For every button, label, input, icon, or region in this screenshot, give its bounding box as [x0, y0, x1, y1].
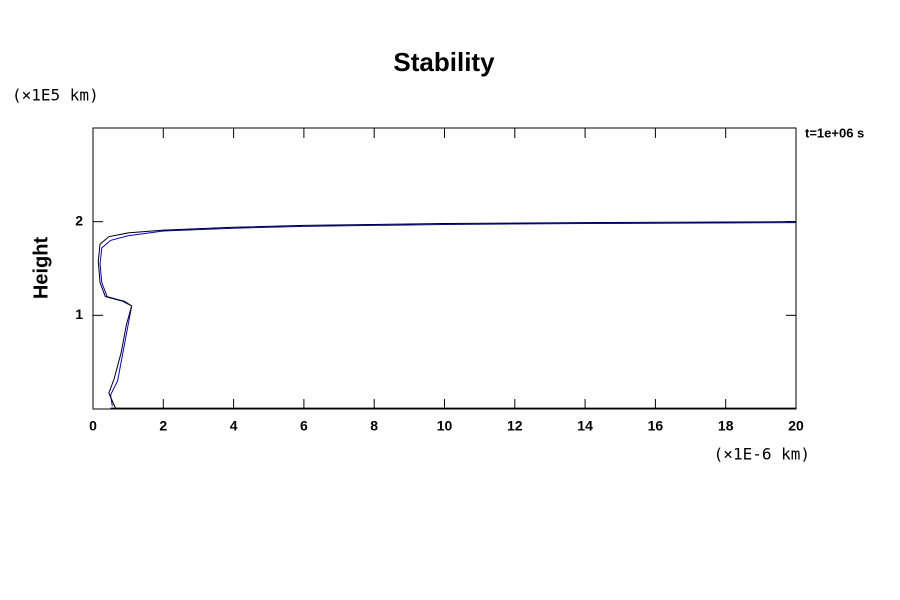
x-tick-label: 2 — [159, 418, 167, 434]
x-tick-label: 16 — [648, 418, 664, 434]
y-tick-label: 1 — [75, 306, 83, 322]
y-axis-label: Height — [30, 237, 52, 300]
series-line — [99, 222, 797, 407]
x-tick-label: 6 — [300, 418, 308, 434]
x-tick-label: 18 — [718, 418, 734, 434]
chart-title: Stability — [393, 47, 495, 77]
plot-frame — [92, 127, 797, 410]
series-line — [97, 221, 797, 410]
x-tick-label: 20 — [788, 418, 804, 434]
annotation: t=1e+06 s — [805, 125, 864, 140]
x-tick-label: 14 — [577, 418, 593, 434]
y-tick-label: 2 — [75, 212, 83, 228]
x-unit: (×1E-6 km) — [714, 445, 810, 464]
y-unit: (×1E5 km) — [12, 86, 99, 105]
x-tick-label: 10 — [437, 418, 453, 434]
x-tick-label: 0 — [89, 418, 97, 434]
x-tick-label: 4 — [230, 418, 238, 434]
x-tick-label: 8 — [370, 418, 378, 434]
x-tick-label: 12 — [507, 418, 523, 434]
